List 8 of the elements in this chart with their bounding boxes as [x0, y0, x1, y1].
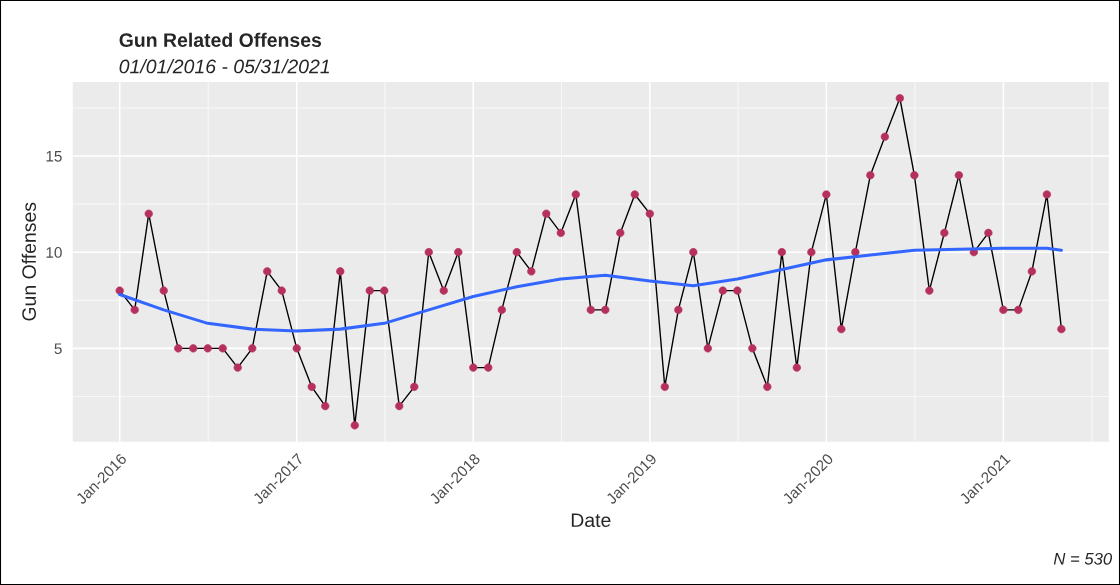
chart-title: Gun Related Offenses [119, 32, 322, 47]
text: N = 530 [1053, 552, 1113, 565]
chart-subtitle: 01/01/2016 - 05/31/2021 [119, 59, 329, 74]
y-tick-label: 5 [54, 343, 62, 355]
y-axis-title: Gun Offenses [21, 202, 36, 321]
x-axis-title: Date [571, 513, 611, 528]
y-tick-label: 15 [46, 151, 62, 162]
y-tick-label: 10 [46, 247, 62, 258]
